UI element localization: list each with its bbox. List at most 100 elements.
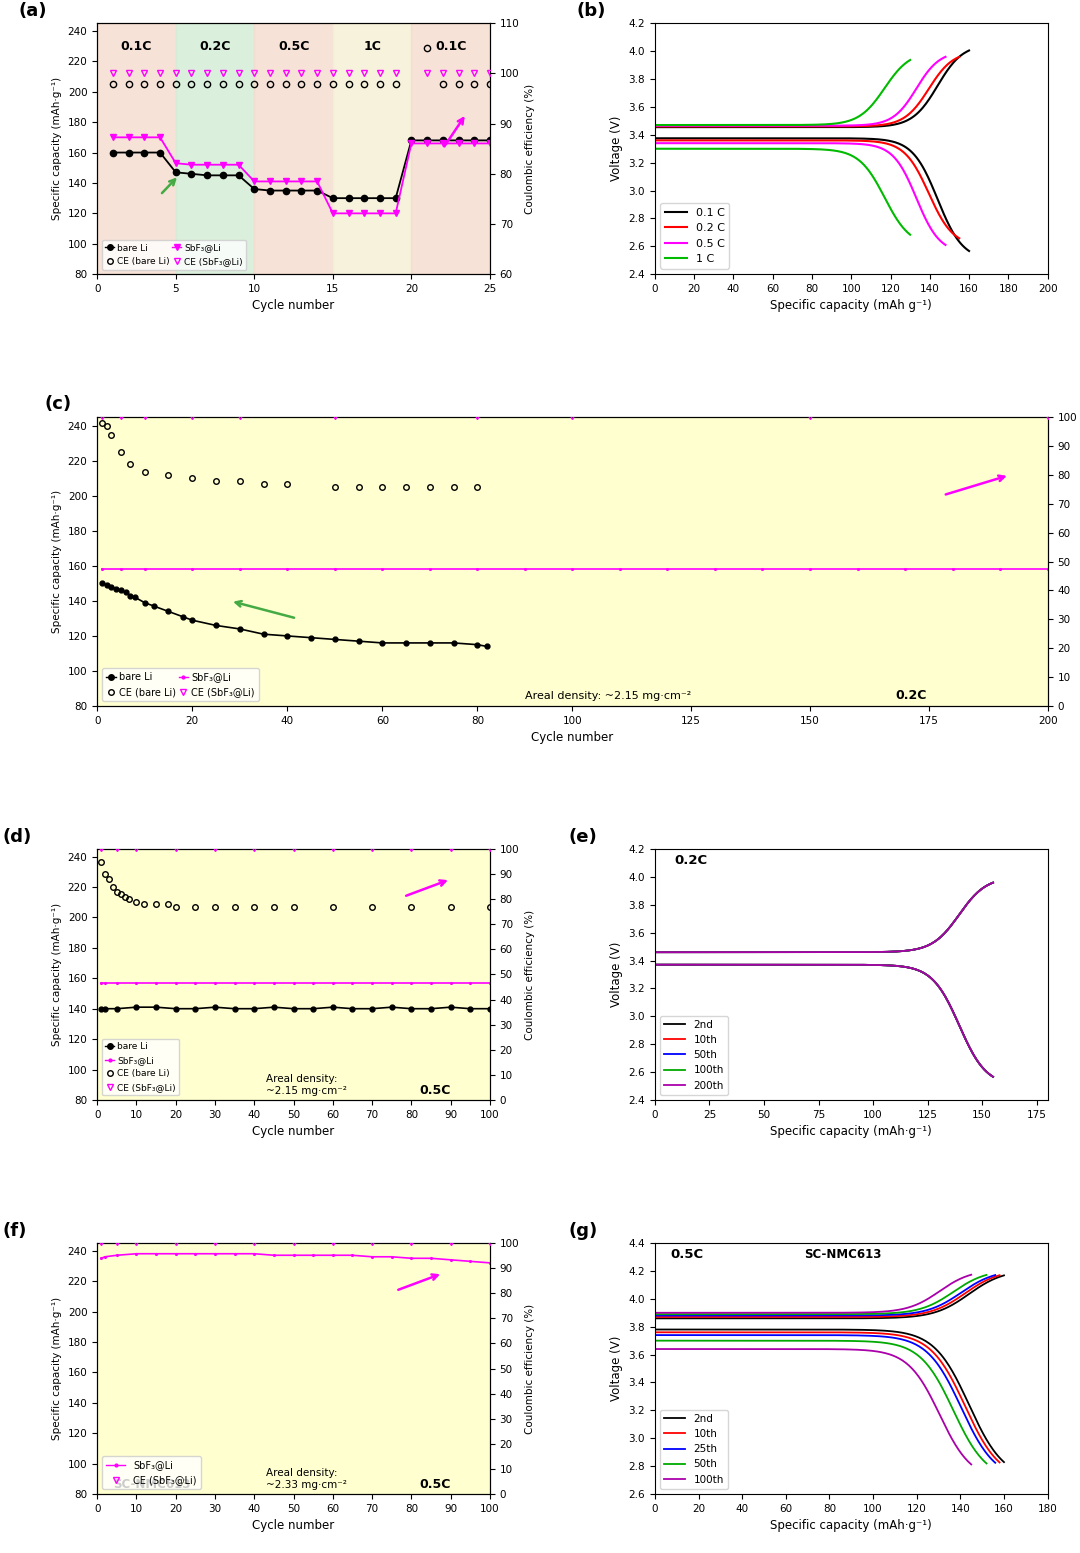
200th bbox=[648, 943, 661, 961]
SbF₃@Li bbox=[95, 561, 108, 579]
CE (SbF₃@Li) bbox=[110, 1233, 123, 1252]
CE (bare Li) bbox=[366, 898, 379, 916]
bare Li bbox=[186, 610, 199, 629]
SbF₃@Li bbox=[232, 155, 245, 174]
bare Li bbox=[376, 634, 389, 652]
CE (bare Li) bbox=[264, 75, 276, 93]
bare Li bbox=[138, 593, 151, 612]
CE (bare Li) bbox=[100, 416, 113, 435]
0.5 C bbox=[939, 48, 951, 67]
bare Li bbox=[405, 130, 418, 149]
100th bbox=[955, 902, 968, 921]
50th bbox=[980, 1266, 993, 1284]
50th bbox=[928, 1294, 941, 1312]
Text: Areal density: ~2.15 mg·cm⁻²: Areal density: ~2.15 mg·cm⁻² bbox=[525, 691, 691, 700]
2nd bbox=[648, 1309, 661, 1328]
SbF₃@Li bbox=[110, 1246, 123, 1264]
CE (bare Li) bbox=[233, 472, 246, 491]
bare Li bbox=[233, 620, 246, 638]
bare Li bbox=[170, 1000, 183, 1019]
Line: bare Li: bare Li bbox=[98, 1005, 492, 1011]
SbF₃@Li bbox=[130, 1244, 143, 1263]
Line: 100th: 100th bbox=[654, 882, 993, 952]
0.1 C bbox=[962, 42, 975, 61]
CE (bare Li) bbox=[287, 898, 300, 916]
bare Li bbox=[484, 1000, 497, 1019]
SbF₃@Li bbox=[170, 974, 183, 992]
bare Li bbox=[447, 634, 460, 652]
bare Li bbox=[311, 182, 324, 200]
SbF₃@Li bbox=[436, 134, 449, 152]
X-axis label: Cycle number: Cycle number bbox=[253, 1519, 335, 1533]
Y-axis label: Coulombic efficiency (%): Coulombic efficiency (%) bbox=[525, 1303, 535, 1433]
CE (bare Li) bbox=[326, 75, 339, 93]
0.5 C bbox=[822, 116, 835, 135]
SbF₃@Li bbox=[153, 127, 166, 146]
CE (SbF₃@Li) bbox=[374, 64, 387, 82]
CE (bare Li) bbox=[170, 75, 183, 93]
50th bbox=[986, 873, 999, 891]
CE (bare Li) bbox=[110, 882, 123, 901]
Line: CE (SbF₃@Li): CE (SbF₃@Li) bbox=[110, 70, 494, 76]
SbF₃@Li bbox=[357, 203, 370, 222]
Line: CE (bare Li): CE (bare Li) bbox=[99, 421, 481, 489]
SbF₃@Li bbox=[287, 974, 300, 992]
CE (SbF₃@Li) bbox=[153, 64, 166, 82]
50th bbox=[851, 1305, 864, 1323]
CE (SbF₃@Li) bbox=[208, 840, 221, 859]
25th bbox=[851, 1306, 864, 1325]
2nd bbox=[943, 1297, 956, 1315]
SbF₃@Li bbox=[208, 1244, 221, 1263]
CE (SbF₃@Li) bbox=[247, 840, 260, 859]
1 C bbox=[904, 51, 917, 70]
200th bbox=[855, 943, 868, 961]
bare Li bbox=[107, 143, 120, 162]
Text: 0.2C: 0.2C bbox=[895, 690, 927, 702]
CE (bare Li) bbox=[228, 898, 241, 916]
bare Li bbox=[453, 130, 465, 149]
50th bbox=[846, 1305, 859, 1323]
Text: 1C: 1C bbox=[363, 40, 381, 53]
SbF₃@Li bbox=[389, 203, 402, 222]
SbF₃@Li bbox=[366, 974, 379, 992]
CE (SbF₃@Li) bbox=[287, 840, 300, 859]
Text: (f): (f) bbox=[3, 1222, 27, 1239]
0.1 C bbox=[835, 118, 848, 137]
CE (SbF₃@Li) bbox=[804, 408, 816, 427]
Text: SC-NMC613: SC-NMC613 bbox=[113, 1478, 190, 1491]
SbF₃@Li bbox=[216, 155, 229, 174]
SbF₃@Li bbox=[613, 561, 626, 579]
SbF₃@Li bbox=[326, 1246, 339, 1264]
SbF₃@Li bbox=[287, 1246, 300, 1264]
Line: bare Li: bare Li bbox=[99, 581, 489, 649]
Line: CE (SbF₃@Li): CE (SbF₃@Li) bbox=[99, 1241, 492, 1246]
CE (SbF₃@Li) bbox=[170, 1233, 183, 1252]
Line: 0.5 C: 0.5 C bbox=[654, 57, 945, 126]
Legend: SbF₃@Li, CE (SbF₃@Li): SbF₃@Li, CE (SbF₃@Li) bbox=[103, 1457, 201, 1489]
0.1 C bbox=[649, 118, 662, 137]
2nd bbox=[964, 1283, 977, 1301]
CE (bare Li) bbox=[138, 895, 151, 913]
2nd bbox=[648, 943, 661, 961]
CE (bare Li) bbox=[342, 75, 355, 93]
bare Li bbox=[247, 180, 260, 199]
Line: CE (SbF₃@Li): CE (SbF₃@Li) bbox=[99, 415, 1050, 419]
CE (SbF₃@Li) bbox=[389, 64, 402, 82]
SbF₃@Li bbox=[186, 561, 199, 579]
bare Li bbox=[484, 130, 497, 149]
Text: 0.5C: 0.5C bbox=[671, 1249, 704, 1261]
SbF₃@Li bbox=[518, 561, 531, 579]
SbF₃@Li bbox=[804, 561, 816, 579]
50th bbox=[955, 902, 968, 921]
CE (bare Li) bbox=[98, 865, 111, 884]
SbF₃@Li bbox=[661, 561, 674, 579]
CE (SbF₃@Li) bbox=[295, 64, 308, 82]
bare Li bbox=[346, 1000, 359, 1019]
bare Li bbox=[444, 999, 457, 1017]
bare Li bbox=[119, 582, 132, 601]
bare Li bbox=[436, 130, 449, 149]
CE (bare Li) bbox=[95, 853, 108, 871]
CE (bare Li) bbox=[326, 898, 339, 916]
bare Li bbox=[400, 634, 413, 652]
SbF₃@Li bbox=[189, 1244, 202, 1263]
